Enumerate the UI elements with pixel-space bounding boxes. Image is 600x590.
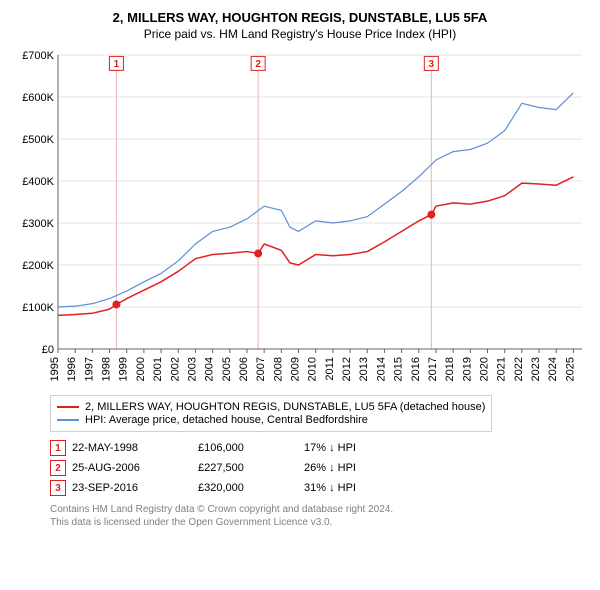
marker-table-row: 2 25-AUG-2006 £227,500 26% ↓ HPI	[50, 460, 590, 476]
marker-hpi: 31% ↓ HPI	[304, 482, 394, 494]
x-tick-label: 2006	[238, 357, 250, 381]
x-tick-label: 2018	[444, 357, 456, 381]
x-tick-label: 2021	[496, 357, 508, 381]
marker-hpi: 26% ↓ HPI	[304, 462, 394, 474]
y-tick-label: £600K	[22, 92, 54, 104]
marker-point	[112, 300, 120, 308]
y-tick-label: £700K	[22, 50, 54, 62]
x-tick-label: 2013	[358, 357, 370, 381]
x-tick-label: 2011	[324, 357, 336, 381]
x-tick-label: 2005	[221, 357, 233, 381]
marker-point	[427, 211, 435, 219]
marker-badge-number: 1	[114, 59, 120, 70]
legend-label: HPI: Average price, detached house, Cent…	[85, 414, 368, 426]
marker-badge-number: 2	[255, 59, 261, 70]
marker-table-badge: 3	[50, 480, 66, 496]
legend-swatch	[57, 419, 79, 421]
x-tick-label: 2008	[272, 357, 284, 381]
chart-svg: £0 £100K £200K £300K £400K £500K £600K £700K 199…	[10, 49, 590, 389]
marker-date: 25-AUG-2006	[72, 462, 192, 474]
x-tick-label: 1997	[83, 357, 95, 381]
x-tick-label: 2025	[564, 357, 576, 381]
legend-row: HPI: Average price, detached house, Cent…	[57, 414, 485, 426]
marker-hpi: 17% ↓ HPI	[304, 442, 394, 454]
marker-table-row: 3 23-SEP-2016 £320,000 31% ↓ HPI	[50, 480, 590, 496]
marker-table: 1 22-MAY-1998 £106,000 17% ↓ HPI 2 25-AUG-200…	[50, 440, 590, 496]
y-tick-label: £400K	[22, 176, 54, 188]
marker-price: £227,500	[198, 462, 298, 474]
x-tick-label: 2000	[135, 357, 147, 381]
x-tick-label: 2002	[169, 357, 181, 381]
marker-point	[254, 249, 262, 257]
x-tick-label: 1998	[101, 357, 113, 381]
x-tick-label: 2023	[530, 357, 542, 381]
x-tick-label: 2007	[255, 357, 267, 381]
chart-title: 2, MILLERS WAY, HOUGHTON REGIS, DUNSTABL…	[10, 10, 590, 25]
x-tick-label: 2003	[186, 357, 198, 381]
marker-table-row: 1 22-MAY-1998 £106,000 17% ↓ HPI	[50, 440, 590, 456]
x-tick-label: 2001	[152, 357, 164, 381]
x-tick-label: 2010	[307, 357, 319, 381]
x-tick-label: 2019	[461, 357, 473, 381]
y-tick-label: £100K	[22, 302, 54, 314]
footer-line2: This data is licensed under the Open Gov…	[50, 517, 590, 530]
marker-price: £320,000	[198, 482, 298, 494]
legend-swatch	[57, 406, 79, 408]
plot-area: £0 £100K £200K £300K £400K £500K £600K £700K 199…	[10, 49, 590, 389]
footer-line1: Contains HM Land Registry data © Crown c…	[50, 504, 590, 517]
legend-row: 2, MILLERS WAY, HOUGHTON REGIS, DUNSTABL…	[57, 401, 485, 413]
x-tick-label: 2004	[204, 357, 216, 381]
marker-table-badge: 1	[50, 440, 66, 456]
x-tick-label: 2024	[547, 357, 559, 381]
x-tick-label: 2017	[427, 357, 439, 381]
x-tick-label: 1995	[49, 357, 61, 381]
x-tick-label: 1999	[118, 357, 130, 381]
marker-price: £106,000	[198, 442, 298, 454]
x-tick-label: 2012	[341, 357, 353, 381]
marker-table-badge: 2	[50, 460, 66, 476]
marker-date: 23-SEP-2016	[72, 482, 192, 494]
x-tick-label: 2014	[375, 357, 387, 381]
legend-label: 2, MILLERS WAY, HOUGHTON REGIS, DUNSTABL…	[85, 401, 485, 413]
legend: 2, MILLERS WAY, HOUGHTON REGIS, DUNSTABL…	[50, 395, 492, 432]
y-tick-label: £200K	[22, 260, 54, 272]
y-tick-label: £500K	[22, 134, 54, 146]
y-tick-label: £300K	[22, 218, 54, 230]
x-tick-label: 2022	[513, 357, 525, 381]
x-tick-label: 2020	[479, 357, 491, 381]
chart-subtitle: Price paid vs. HM Land Registry's House …	[10, 27, 590, 41]
marker-badge-number: 3	[429, 59, 435, 70]
y-tick-label: £0	[42, 344, 54, 356]
x-tick-label: 2016	[410, 357, 422, 381]
x-tick-label: 2015	[393, 357, 405, 381]
footer-note: Contains HM Land Registry data © Crown c…	[50, 504, 590, 529]
chart-container: 2, MILLERS WAY, HOUGHTON REGIS, DUNSTABL…	[10, 10, 590, 529]
x-tick-label: 2009	[290, 357, 302, 381]
marker-date: 22-MAY-1998	[72, 442, 192, 454]
x-tick-label: 1996	[66, 357, 78, 381]
